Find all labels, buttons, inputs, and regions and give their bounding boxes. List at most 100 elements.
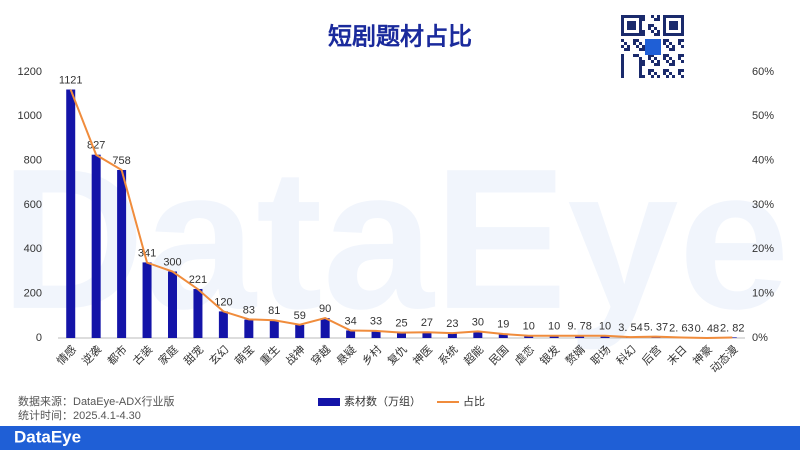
data-label: 2. 82: [720, 322, 744, 334]
bar: [447, 332, 457, 338]
qr-cell: [663, 33, 666, 36]
qr-cell: [639, 24, 642, 27]
legend-label: 素材数（万组）: [344, 394, 421, 408]
qr-cell: [639, 30, 642, 33]
qr-cell: [669, 21, 672, 24]
qr-cell: [621, 54, 624, 57]
qr-cell: [642, 75, 645, 78]
qr-cell: [666, 15, 669, 18]
bar: [524, 335, 534, 338]
qr-cell: [621, 33, 624, 36]
qr-code: [618, 12, 688, 82]
qr-cell: [636, 15, 639, 18]
qr-cell: [639, 21, 642, 24]
bar: [346, 330, 356, 338]
qr-cell: [639, 27, 642, 30]
y-tick-label: 1000: [18, 110, 42, 122]
line: [69, 89, 733, 340]
watermark: DataEye: [0, 128, 789, 351]
qr-cell: [663, 72, 666, 75]
qr-cell: [657, 33, 660, 36]
qr-cell: [624, 33, 627, 36]
qr-cell: [672, 27, 675, 30]
y2-tick-label: 40%: [752, 155, 774, 167]
logo: DataEye: [14, 427, 81, 446]
qr-cell: [639, 69, 642, 72]
qr-cell: [651, 75, 654, 78]
qr-cell: [630, 21, 633, 24]
qr-cell: [657, 60, 660, 63]
qr-cell: [627, 33, 630, 36]
qr-cell: [627, 27, 630, 30]
qr-cell: [672, 60, 675, 63]
qr-cell: [666, 54, 669, 57]
qr-cell: [633, 27, 636, 30]
footer-bar: [0, 426, 800, 450]
qr-cell: [636, 33, 639, 36]
qr-cell: [642, 60, 645, 63]
period-note: 统计时间：2025.4.1-4.30: [18, 409, 141, 422]
qr-cell: [669, 42, 672, 45]
data-label: 3. 54: [618, 322, 642, 334]
qr-cell: [630, 27, 633, 30]
qr-cell: [669, 27, 672, 30]
qr-cell: [621, 30, 624, 33]
data-label: 0. 48: [695, 323, 719, 335]
qr-cell: [627, 24, 630, 27]
qr-cell: [651, 69, 654, 72]
y2-tick-label: 10%: [752, 288, 774, 300]
y-tick-label: 0: [36, 332, 42, 344]
qr-cell: [681, 24, 684, 27]
bar: [473, 331, 483, 338]
bar: [269, 320, 279, 338]
qr-cell: [663, 18, 666, 21]
qr-cell: [669, 33, 672, 36]
qr-cell: [627, 15, 630, 18]
legend-label: 占比: [463, 394, 485, 408]
qr-cell: [621, 75, 624, 78]
qr-cell: [678, 39, 681, 42]
qr-cell: [621, 15, 624, 18]
data-label: 10: [548, 321, 560, 333]
bar: [320, 318, 330, 338]
qr-cell: [648, 27, 651, 30]
data-label: 300: [163, 256, 181, 268]
data-label: 27: [421, 317, 433, 329]
qr-cell: [624, 48, 627, 51]
qr-cell: [669, 15, 672, 18]
qr-cell: [627, 48, 630, 51]
qr-cell: [642, 15, 645, 18]
qr-cell: [636, 54, 639, 57]
data-label: 341: [138, 247, 156, 259]
qr-cell: [681, 54, 684, 57]
qr-cell: [681, 27, 684, 30]
qr-cell: [624, 15, 627, 18]
bar: [498, 333, 508, 338]
qr-cell: [681, 39, 684, 42]
data-label: 10: [599, 321, 611, 333]
qr-cell: [672, 15, 675, 18]
data-label: 25: [395, 317, 407, 329]
qr-cell: [654, 72, 657, 75]
qr-cell: [642, 63, 645, 66]
qr-cell: [621, 45, 624, 48]
y-tick-label: 400: [24, 243, 42, 255]
qr-cell: [639, 15, 642, 18]
qr-cell: [642, 45, 645, 48]
qr-cell: [663, 42, 666, 45]
y2-tick-label: 20%: [752, 243, 774, 255]
qr-center: [645, 39, 661, 55]
qr-cell: [639, 63, 642, 66]
data-label: 120: [214, 296, 232, 308]
bar: [575, 335, 585, 338]
y2-tick-label: 60%: [752, 66, 774, 78]
data-label: 33: [370, 316, 382, 328]
bar: [66, 89, 76, 339]
y2-tick-label: 0%: [752, 332, 768, 344]
bar: [117, 169, 127, 338]
bar: [168, 271, 177, 338]
qr-cell: [636, 45, 639, 48]
qr-cell: [633, 39, 636, 42]
bar: [549, 335, 559, 338]
